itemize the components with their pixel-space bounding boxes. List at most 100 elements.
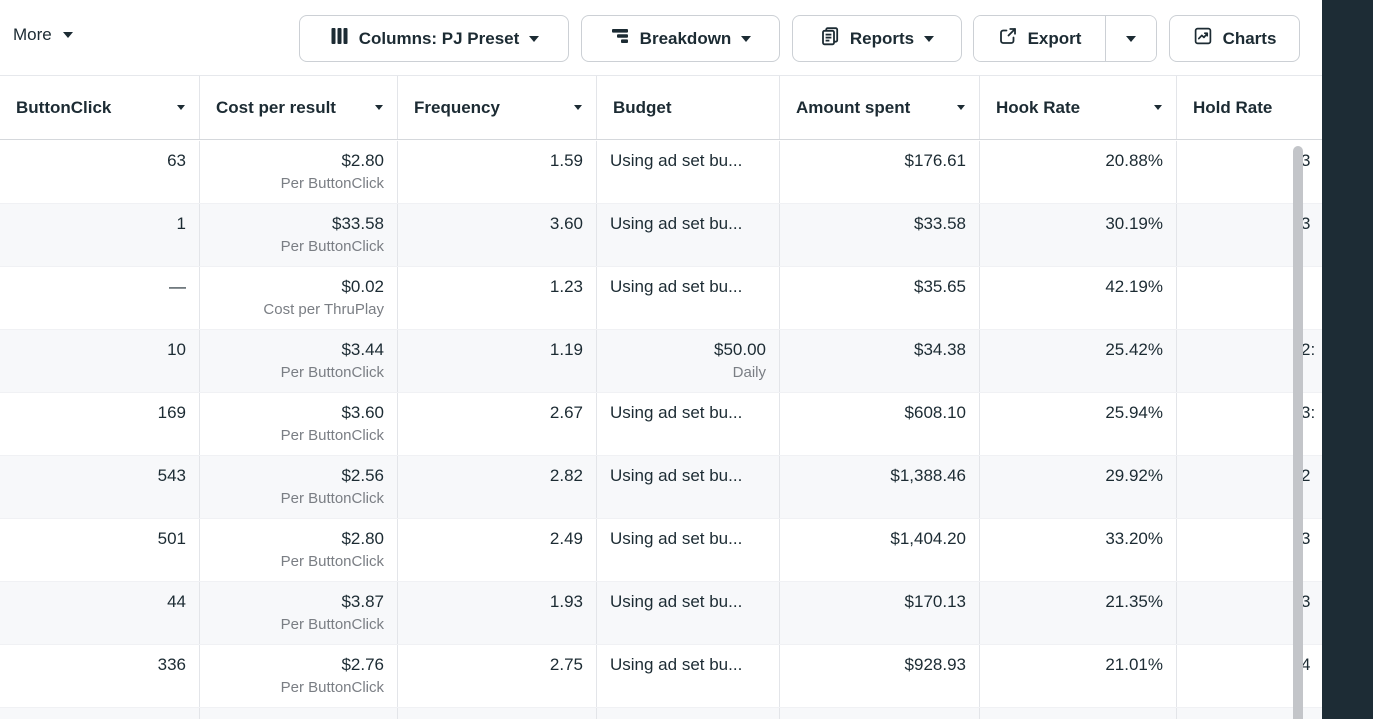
export-split-button: Export	[973, 15, 1157, 62]
hold-rate-clipped-value: 3	[1301, 214, 1311, 233]
chevron-down-icon[interactable]	[957, 105, 965, 110]
frequency-cell: 2.49	[398, 519, 597, 581]
budget-cell-value: Using ad set bu...	[610, 277, 743, 296]
hook-rate-cell-value: 25.42%	[1105, 340, 1163, 359]
table-row[interactable]: 501 $2.80 Per ButtonClick 2.49 Using ad set …	[0, 519, 1322, 582]
hold-rate-clipped-value: 2	[1301, 466, 1311, 485]
export-button-label: Export	[1027, 28, 1082, 48]
cost-per-result-cell-value: $2.80	[341, 529, 384, 548]
right-edge-panel	[1322, 0, 1373, 719]
cost-per-result-cell-sublabel: Per ButtonClick	[280, 490, 384, 507]
hold-rate-clipped-value: 3	[1301, 529, 1311, 548]
buttonclick-cell-value: 10	[167, 340, 186, 359]
chevron-down-icon	[62, 32, 73, 38]
buttonclick-cell-value: 501	[157, 529, 186, 548]
breakdown-button[interactable]: Breakdown	[581, 15, 780, 62]
cost-per-result-cell-value: $33.58	[332, 214, 384, 233]
budget-cell: Using ad set bu...	[597, 393, 780, 455]
amount-spent-cell: $608.10	[780, 393, 980, 455]
column-label: Frequency	[414, 97, 500, 117]
column-header-cost-per-result[interactable]: Cost per result	[200, 76, 398, 139]
frequency-cell: 1.59	[398, 141, 597, 203]
columns-icon	[329, 26, 349, 51]
frequency-cell: 1.87	[398, 708, 597, 719]
frequency-cell-value: 1.23	[549, 277, 583, 296]
buttonclick-cell: 543	[0, 456, 200, 518]
buttonclick-cell-value: 543	[157, 466, 186, 485]
breakdown-icon	[610, 26, 630, 51]
buttonclick-cell-value: 63	[167, 151, 186, 170]
columns-button-label: Columns: PJ Preset	[358, 28, 520, 48]
hold-rate-clipped-value: 3:	[1301, 403, 1316, 422]
budget-cell: Using ad set bu...	[597, 582, 780, 644]
hook-rate-cell-value: 21.01%	[1105, 655, 1163, 674]
hook-rate-cell: 25.94%	[980, 393, 1177, 455]
more-dropdown[interactable]: More	[13, 25, 73, 45]
export-options-button[interactable]	[1105, 16, 1156, 61]
vertical-scrollbar[interactable]	[1293, 146, 1303, 719]
cost-per-result-cell-sublabel: Per ButtonClick	[280, 175, 384, 192]
buttonclick-cell: 1	[0, 204, 200, 266]
cost-per-result-cell-sublabel: Cost per ThruPlay	[263, 301, 384, 318]
buttonclick-cell: 63	[0, 141, 200, 203]
amount-spent-cell: $928.93	[780, 645, 980, 707]
budget-cell: Using ad set bu...	[597, 456, 780, 518]
table-body: 63 $2.80 Per ButtonClick 1.59 Using ad set b…	[0, 141, 1322, 719]
column-header-hook-rate[interactable]: Hook Rate	[980, 76, 1177, 139]
amount-spent-cell-value: $608.10	[904, 403, 966, 422]
cost-per-result-cell: $0.92	[200, 708, 398, 719]
budget-cell-value: Using ad set bu...	[610, 592, 743, 611]
cost-per-result-cell-value: $3.60	[341, 403, 384, 422]
buttonclick-cell: 44	[0, 582, 200, 644]
table-row[interactable]: 169 $3.60 Per ButtonClick 2.67 Using ad set …	[0, 393, 1322, 456]
table-row[interactable]: 336 $2.76 Per ButtonClick 2.75 Using ad set …	[0, 645, 1322, 708]
table-row[interactable]: 543 $2.56 Per ButtonClick 2.82 Using ad set …	[0, 456, 1322, 519]
amount-spent-cell-value: $176.61	[904, 151, 966, 170]
buttonclick-cell-value: 169	[157, 403, 186, 422]
table-row[interactable]: 44 $3.87 Per ButtonClick 1.93 Using ad set b…	[0, 582, 1322, 645]
chevron-down-icon[interactable]	[574, 105, 582, 110]
cost-per-result-cell-sublabel: Per ButtonClick	[280, 364, 384, 381]
hold-rate-cell: 4	[1177, 645, 1322, 707]
column-header-frequency[interactable]: Frequency	[398, 76, 597, 139]
amount-spent-cell-value: $1,388.46	[890, 466, 966, 485]
column-label: Budget	[613, 97, 672, 117]
column-header-amount-spent[interactable]: Amount spent	[780, 76, 980, 139]
table-row[interactable]: 1 $33.58 Per ButtonClick 3.60 Using ad set b…	[0, 204, 1322, 267]
chevron-down-icon	[924, 35, 935, 42]
charts-button-label: Charts	[1222, 28, 1277, 48]
amount-spent-cell-value: $1,404.20	[890, 529, 966, 548]
cost-per-result-cell: $2.76 Per ButtonClick	[200, 645, 398, 707]
chevron-down-icon	[741, 35, 752, 42]
column-header-hold-rate[interactable]: Hold Rate	[1177, 76, 1322, 139]
table-row[interactable]: — $0.02 Cost per ThruPlay 1.23 Using ad set …	[0, 267, 1322, 330]
chevron-down-icon[interactable]	[375, 105, 383, 110]
frequency-cell: 1.23	[398, 267, 597, 329]
amount-spent-cell: $170.13	[780, 582, 980, 644]
chevron-down-icon[interactable]	[177, 105, 185, 110]
cost-per-result-cell-sublabel: Per ButtonClick	[280, 427, 384, 444]
hook-rate-cell-value: 25.94%	[1105, 403, 1163, 422]
amount-spent-cell-value: $35.65	[914, 277, 966, 296]
reports-button[interactable]: Reports	[792, 15, 962, 62]
table-row[interactable]: $0.921.87$15.00$149.9922.25%1	[0, 708, 1322, 719]
cost-per-result-cell-sublabel: Per ButtonClick	[280, 616, 384, 633]
hook-rate-cell-value: 20.88%	[1105, 151, 1163, 170]
table-row[interactable]: 10 $3.44 Per ButtonClick 1.19 $50.00 Daily $34…	[0, 330, 1322, 393]
column-header-budget[interactable]: Budget	[597, 76, 780, 139]
charts-button[interactable]: Charts	[1169, 15, 1300, 62]
hold-rate-cell: 3	[1177, 582, 1322, 644]
amount-spent-cell: $35.65	[780, 267, 980, 329]
frequency-cell: 2.75	[398, 645, 597, 707]
table-row[interactable]: 63 $2.80 Per ButtonClick 1.59 Using ad set b…	[0, 141, 1322, 204]
amount-spent-cell-value: $33.58	[914, 214, 966, 233]
budget-cell: Using ad set bu...	[597, 267, 780, 329]
columns-preset-button[interactable]: Columns: PJ Preset	[299, 15, 569, 62]
column-header-buttonclick[interactable]: ButtonClick	[0, 76, 200, 139]
cost-per-result-cell-sublabel: Per ButtonClick	[280, 238, 384, 255]
chevron-down-icon[interactable]	[1154, 105, 1162, 110]
frequency-cell: 1.93	[398, 582, 597, 644]
buttonclick-cell: 10	[0, 330, 200, 392]
hook-rate-cell-value: 42.19%	[1105, 277, 1163, 296]
export-button[interactable]: Export	[974, 16, 1105, 61]
